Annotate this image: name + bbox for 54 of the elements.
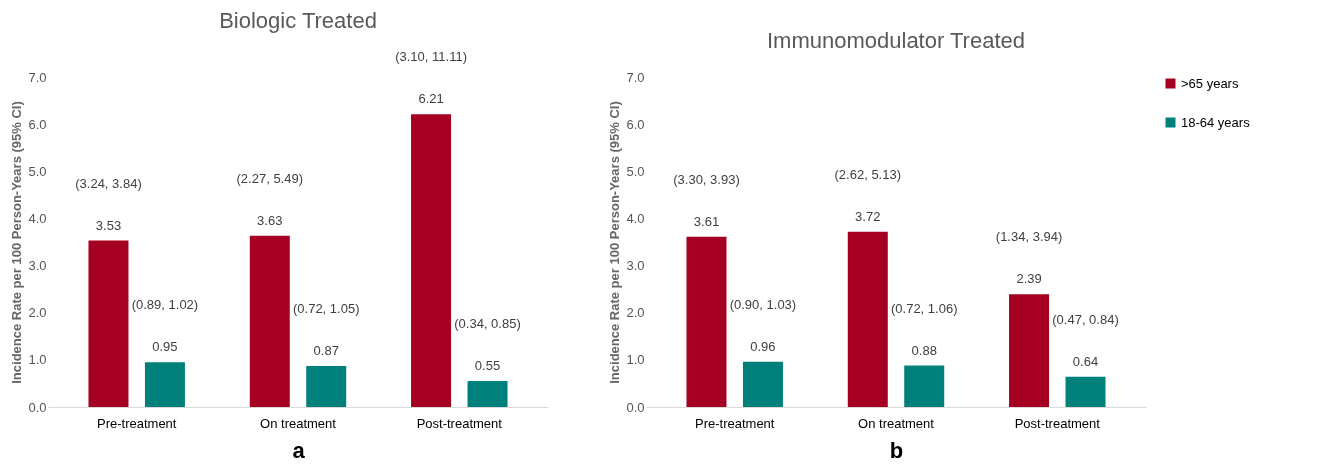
bar [686, 236, 727, 407]
x-tick-label: Post-treatment [1014, 415, 1101, 431]
bar [742, 361, 783, 407]
y-tick-label: 0.0 [28, 399, 47, 415]
y-tick-label: 7.0 [626, 69, 645, 85]
text: (2.27, 5.49) 3.63 [236, 170, 304, 228]
y-tick-label: 3.0 [28, 258, 47, 274]
bar [904, 365, 945, 407]
y-tick-label: 1.0 [626, 352, 645, 368]
bar [411, 114, 452, 407]
y-tick-label: 6.0 [626, 116, 645, 132]
y-tick-label: 2.0 [626, 305, 645, 321]
text: (0.90, 1.03) 0.96 [729, 296, 797, 354]
bar [144, 362, 185, 407]
text: (0.72, 1.05) 0.87 [292, 300, 360, 358]
x-tick-label: Pre-treatment [694, 415, 775, 431]
y-tick-label: 3.0 [626, 258, 645, 274]
x-tick-label: Post-treatment [416, 415, 503, 431]
text: (1.34, 3.94) 2.39 [995, 229, 1063, 287]
legend-label: 18-64 years [1181, 114, 1251, 130]
y-tick-label: 6.0 [28, 116, 47, 132]
legend-label: >65 years [1181, 75, 1239, 91]
y-axis-title: Incidence Rate per 100 Person-Years (95% CI) [9, 101, 25, 384]
chart-title: Biologic Treated [219, 8, 377, 34]
x-tick-label: On treatment [260, 415, 337, 431]
x-tick-label: Pre-treatment [96, 415, 177, 431]
text: (0.89, 1.02) 0.95 [131, 297, 199, 355]
y-tick-label: 7.0 [28, 69, 47, 85]
bar [1065, 376, 1106, 407]
y-tick-label: 2.0 [28, 305, 47, 321]
text: b [889, 437, 904, 463]
text: (0.72, 1.06) 0.88 [890, 300, 958, 358]
bar [467, 381, 508, 407]
y-tick-label: 1.0 [28, 352, 47, 368]
y-axis-title: Incidence Rate per 100 Person-Years (95% CI) [607, 101, 623, 384]
text: (3.24, 3.84) 3.53 [75, 175, 142, 233]
bar [306, 365, 347, 407]
bar [1009, 294, 1050, 407]
text: (2.62, 5.13) 3.72 [834, 166, 902, 224]
y-tick-label: 0.0 [626, 399, 645, 415]
y-tick-label: 4.0 [626, 210, 645, 226]
bar [249, 235, 290, 407]
text: a [292, 437, 306, 463]
text: (3.30, 3.93) 3.61 [673, 171, 740, 229]
y-tick-label: 5.0 [626, 163, 645, 179]
y-tick-label: 5.0 [28, 163, 47, 179]
text: (0.47, 0.84) 0.64 [1052, 311, 1119, 369]
x-tick-label: On treatment [858, 415, 935, 431]
y-tick-label: 4.0 [28, 210, 47, 226]
bar [88, 240, 129, 407]
chart-title: Immunomodulator Treated [766, 28, 1026, 53]
bar [847, 231, 888, 407]
text: (3.10, 11.11) 6.21 [395, 49, 467, 107]
text: (0.34, 0.85) 0.55 [454, 316, 521, 374]
